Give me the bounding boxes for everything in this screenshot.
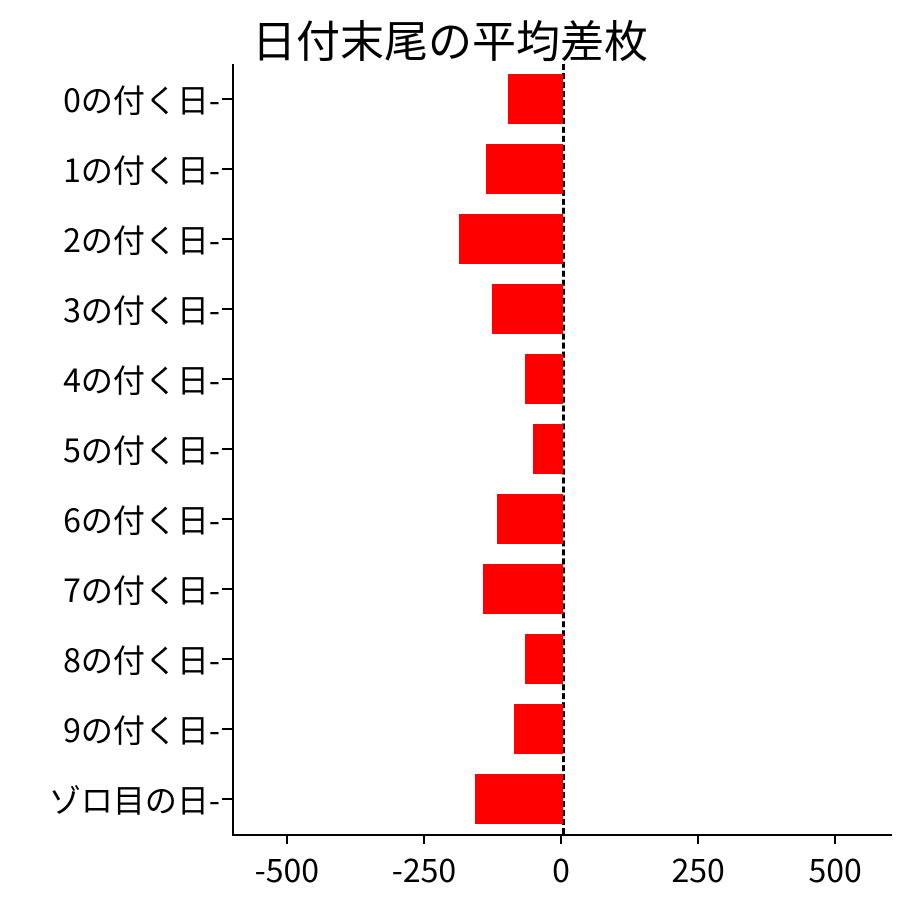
y-tick-mark xyxy=(222,728,232,730)
y-tick-label: 2の付く日- xyxy=(63,216,220,262)
x-tick-mark xyxy=(286,834,288,844)
y-tick-label: 5の付く日- xyxy=(63,426,220,472)
bar xyxy=(492,284,563,334)
y-tick-mark xyxy=(222,98,232,100)
x-tick-label: 0 xyxy=(552,846,570,892)
y-tick-mark xyxy=(222,588,232,590)
chart-container: 日付末尾の平均差枚 0の付く日- 1の付く日- 2の付く日- 3の付く日- 4の付く日-… xyxy=(0,0,900,900)
y-tick-label: 0の付く日- xyxy=(63,76,220,122)
bar xyxy=(514,704,563,754)
y-tick-mark xyxy=(222,658,232,660)
x-tick-mark xyxy=(697,834,699,844)
bar xyxy=(525,634,563,684)
y-tick-mark xyxy=(222,448,232,450)
bar xyxy=(533,424,563,474)
y-tick-label: 8の付く日- xyxy=(63,636,220,682)
x-tick-label: -500 xyxy=(255,846,319,892)
y-tick-mark xyxy=(222,518,232,520)
bar xyxy=(459,214,563,264)
y-tick-label: 1の付く日- xyxy=(63,146,220,192)
y-tick-label: 3の付く日- xyxy=(63,286,220,332)
bar xyxy=(508,74,563,124)
y-tick-label: ゾロ目の日- xyxy=(49,776,220,822)
y-tick-mark xyxy=(222,238,232,240)
bar xyxy=(475,774,563,824)
y-tick-mark xyxy=(222,798,232,800)
y-tick-label: 7の付く日- xyxy=(63,566,220,612)
bar xyxy=(486,144,563,194)
y-tick-mark xyxy=(222,378,232,380)
x-tick-mark xyxy=(423,834,425,844)
x-tick-label: 250 xyxy=(671,846,724,892)
bar xyxy=(525,354,563,404)
bar xyxy=(483,564,563,614)
y-tick-mark xyxy=(222,308,232,310)
y-tick-label: 4の付く日- xyxy=(63,356,220,402)
chart-title: 日付末尾の平均差枚 xyxy=(0,6,900,70)
y-tick-label: 6の付く日- xyxy=(63,496,220,542)
plot-area xyxy=(232,64,892,836)
x-tick-mark xyxy=(560,834,562,844)
y-tick-label: 9の付く日- xyxy=(63,706,220,752)
x-tick-mark xyxy=(834,834,836,844)
x-tick-label: 500 xyxy=(809,846,862,892)
y-tick-mark xyxy=(222,168,232,170)
bar xyxy=(497,494,563,544)
x-tick-label: -250 xyxy=(392,846,456,892)
